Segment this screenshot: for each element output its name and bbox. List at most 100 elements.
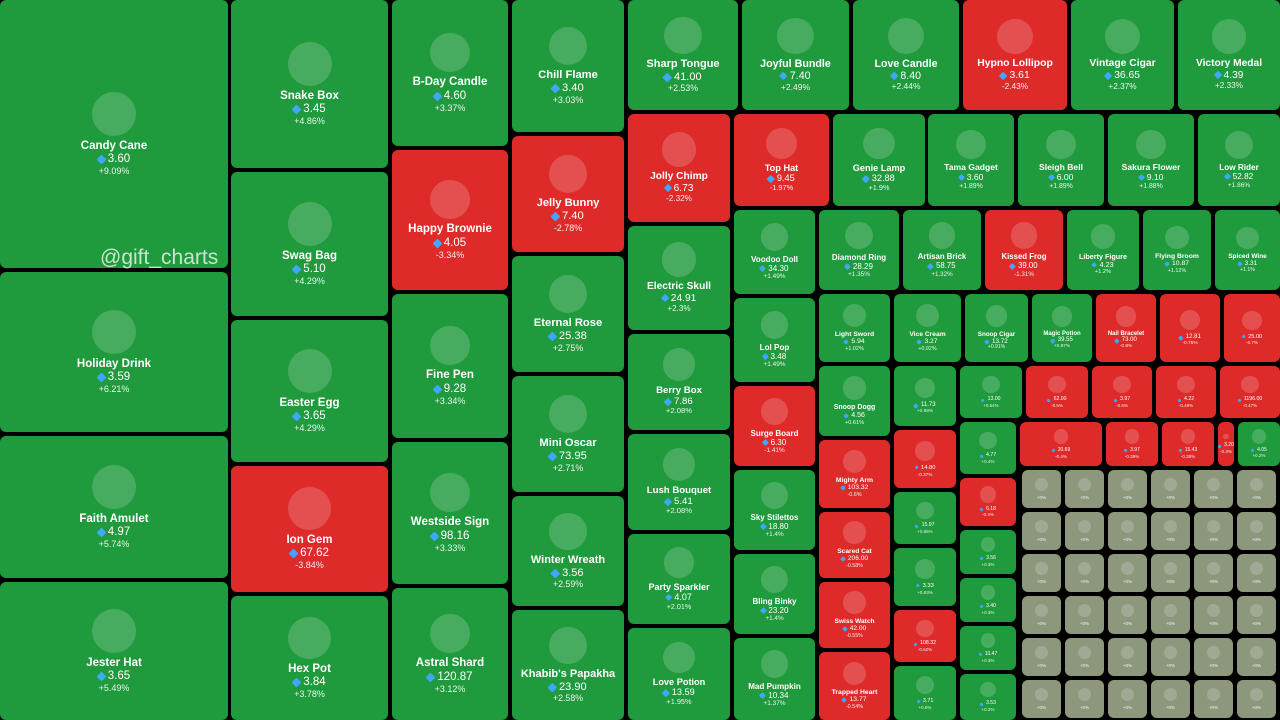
gift-price-row: 3.60 bbox=[957, 172, 983, 183]
gift-icon bbox=[664, 16, 702, 54]
gift-tile: +0% bbox=[1237, 470, 1276, 508]
gift-change: +0.3% bbox=[981, 609, 995, 615]
ton-icon bbox=[1178, 334, 1184, 340]
gift-tile: +0% bbox=[1151, 638, 1190, 676]
gift-icon bbox=[1121, 519, 1134, 533]
ton-icon bbox=[1046, 398, 1052, 403]
ton-icon bbox=[551, 568, 561, 578]
gift-name: Eternal Rose bbox=[533, 317, 603, 330]
gift-price: 3.61 bbox=[1009, 69, 1030, 81]
gift-price: 4.56 bbox=[851, 411, 865, 419]
gift-icon bbox=[914, 377, 936, 398]
gift-icon bbox=[92, 309, 136, 354]
gift-price-row: 4.23 bbox=[1091, 260, 1114, 269]
gift-tile: Light Sword 5.94 +1.02% bbox=[819, 294, 890, 362]
gift-change: +0.65% bbox=[917, 529, 933, 535]
gift-change: +4.29% bbox=[294, 423, 325, 434]
gift-change: +1.4% bbox=[765, 615, 784, 623]
gift-tile: +0% bbox=[1151, 596, 1190, 634]
ton-icon bbox=[432, 384, 443, 395]
gift-price-row: 1196.00 bbox=[1237, 396, 1262, 403]
gift-price: 3.97 bbox=[1130, 447, 1140, 454]
gift-icon bbox=[863, 127, 895, 159]
gift-price: 6.73 bbox=[673, 182, 694, 194]
gift-price-row: 25.00 bbox=[1241, 334, 1262, 340]
gift-change: +0.3% bbox=[981, 657, 995, 663]
ton-icon bbox=[843, 339, 850, 346]
gift-price: 10.34 bbox=[768, 691, 789, 701]
gift-tile: +0% bbox=[1108, 638, 1147, 676]
gift-icon bbox=[661, 132, 697, 167]
gift-change: -0.4% bbox=[1055, 453, 1067, 459]
gift-name: Lol Pop bbox=[759, 342, 790, 352]
gift-icon bbox=[548, 154, 588, 194]
gift-change: +0% bbox=[1122, 704, 1133, 710]
gift-tile: Surge Board 6.30 -1.41% bbox=[734, 386, 815, 466]
gift-icon bbox=[1121, 477, 1134, 491]
gift-icon bbox=[1035, 687, 1048, 701]
gift-icon bbox=[760, 481, 789, 509]
gift-price: 3.31 bbox=[1244, 260, 1258, 268]
gift-price-row: 3.53 bbox=[979, 701, 996, 707]
gift-tile: Lush Bouquet 5.41 +2.08% bbox=[628, 434, 730, 530]
ton-icon bbox=[96, 527, 107, 538]
gift-icon bbox=[982, 375, 1000, 394]
gift-icon bbox=[916, 303, 939, 327]
gift-change: +1.4% bbox=[765, 531, 784, 539]
gift-change: +0.6% bbox=[918, 704, 932, 710]
gift-name: Love Potion bbox=[652, 676, 706, 687]
gift-name: Vice Cream bbox=[909, 330, 946, 338]
gift-icon bbox=[1180, 429, 1196, 445]
gift-price: 4.22 bbox=[1184, 396, 1195, 403]
gift-icon bbox=[430, 613, 470, 654]
gift-change: +0.54% bbox=[983, 403, 999, 409]
gift-price: 15.97 bbox=[921, 522, 935, 529]
gift-name: Jolly Chimp bbox=[650, 170, 708, 182]
gift-icon bbox=[760, 650, 789, 678]
gift-name: Jester Hat bbox=[86, 656, 142, 669]
gift-change: -0.58% bbox=[846, 562, 863, 569]
gift-price: 28.29 bbox=[852, 261, 873, 271]
gift-change: +0% bbox=[1079, 704, 1090, 710]
gift-price: 62.00 bbox=[1053, 396, 1067, 403]
gift-price-row: 13.00 bbox=[980, 396, 1001, 403]
gift-price: 5.94 bbox=[851, 338, 865, 346]
gift-change: -0.4% bbox=[982, 512, 994, 518]
gift-change: +0% bbox=[1036, 578, 1047, 584]
gift-tile: +0% bbox=[1151, 554, 1190, 592]
gift-name: Sleigh Bell bbox=[1039, 161, 1083, 172]
gift-tile: Fine Pen 9.28 +3.34% bbox=[392, 294, 508, 438]
gift-icon bbox=[1078, 687, 1091, 701]
gift-price-row: 24.91 bbox=[660, 293, 696, 305]
gift-change: +0% bbox=[1079, 536, 1090, 542]
gift-change: +2.08% bbox=[665, 505, 693, 515]
gift-icon bbox=[1207, 645, 1220, 659]
ton-icon bbox=[839, 485, 846, 492]
gift-price-row: 4.07 bbox=[664, 592, 692, 602]
gift-icon bbox=[1078, 645, 1091, 659]
gift-price: 23.90 bbox=[559, 680, 587, 693]
gift-tile: +0% bbox=[1151, 512, 1190, 550]
gift-change: +0% bbox=[1036, 620, 1047, 626]
gift-price-row: 6.00 bbox=[1047, 172, 1073, 183]
gift-icon bbox=[1048, 375, 1066, 394]
gift-price-row: 6.18 bbox=[979, 506, 996, 513]
ton-icon bbox=[1213, 71, 1222, 80]
ton-icon bbox=[1050, 338, 1056, 344]
gift-icon bbox=[1242, 310, 1262, 330]
gift-icon bbox=[1250, 645, 1263, 659]
gift-tile: 3.53 +0.2% bbox=[960, 674, 1016, 720]
gift-tile: 6.18 -0.4% bbox=[960, 478, 1016, 526]
gift-name: Liberty Figure bbox=[1079, 251, 1127, 261]
gift-change: -3.34% bbox=[435, 249, 465, 260]
gift-price: 14.80 bbox=[920, 464, 936, 471]
gift-price: 3.97 bbox=[1120, 396, 1131, 403]
gift-price: 3.84 bbox=[303, 675, 326, 688]
gift-tile: +0% bbox=[1065, 638, 1104, 676]
gift-price-row: 4.05 bbox=[432, 237, 466, 250]
gift-icon bbox=[1177, 375, 1195, 394]
gift-price: 206.00 bbox=[847, 555, 869, 563]
gift-change: +0% bbox=[1208, 620, 1219, 626]
gift-change: +1.88% bbox=[1139, 182, 1163, 190]
ton-icon bbox=[1237, 398, 1242, 403]
